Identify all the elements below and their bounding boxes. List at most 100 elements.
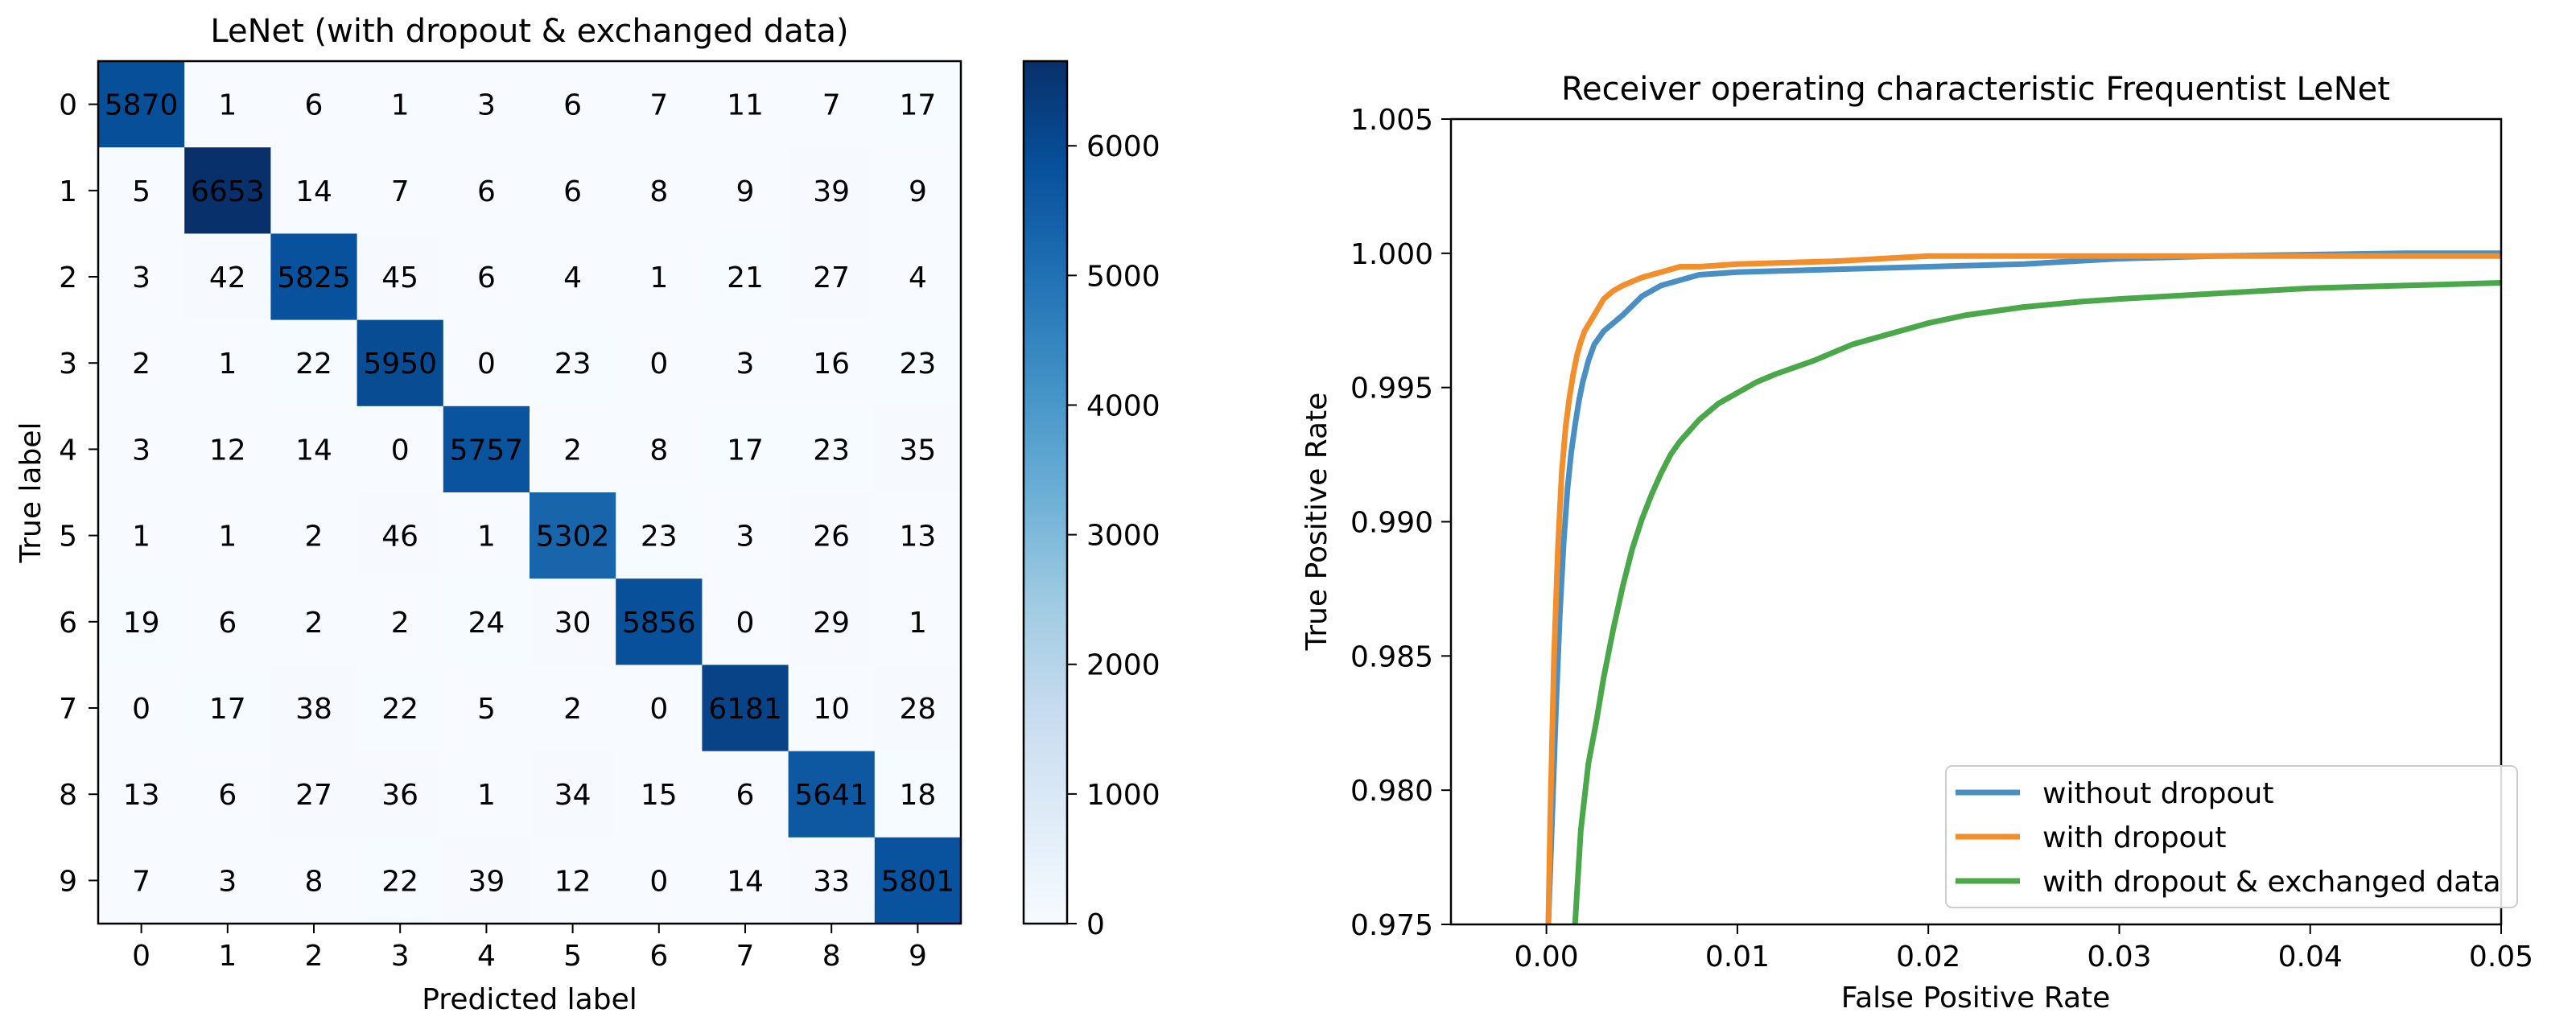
confusion-matrix-values: 5870 1 6 1 3 6 7 11 7 175 6653 14 7 6 6 8 9 39 93 42 5825 45 6… xyxy=(105,89,954,899)
cm-y-tick-label: 5 xyxy=(59,521,77,554)
cm-cell xyxy=(788,405,876,493)
cm-cell xyxy=(874,405,962,493)
cm-value-label: 39 xyxy=(468,865,505,898)
cm-value-label: 2 xyxy=(563,434,582,467)
cm-value-label: 1 xyxy=(477,521,496,554)
cm-cell xyxy=(357,405,444,493)
cm-cell xyxy=(184,578,271,665)
legend-box xyxy=(1945,765,2518,908)
cm-cell xyxy=(874,319,962,407)
cm-cell xyxy=(270,405,358,493)
cm-y-tick-label: 2 xyxy=(59,261,77,294)
colorbar-tick-label: 4000 xyxy=(1086,389,1160,422)
cm-cell xyxy=(184,405,271,493)
cm-value-label: 27 xyxy=(813,261,850,294)
cm-value-label: 1 xyxy=(391,89,410,122)
cm-x-tick-label: 2 xyxy=(305,940,324,973)
cm-cell xyxy=(616,492,703,579)
cm-value-label: 36 xyxy=(381,779,418,812)
cm-cell xyxy=(357,837,444,924)
cm-cell xyxy=(184,665,271,752)
roc-y-tick-label: 0.990 xyxy=(1350,507,1433,540)
cm-cell xyxy=(443,61,530,148)
cm-cell xyxy=(530,405,616,493)
colorbar-tick-label: 5000 xyxy=(1086,260,1160,293)
cm-cell xyxy=(270,61,358,148)
cm-cell xyxy=(184,837,271,924)
cm-value-label: 8 xyxy=(649,434,668,467)
cm-value-label: 17 xyxy=(899,89,936,122)
cm-value-label: 17 xyxy=(727,434,764,467)
cm-cell xyxy=(788,492,876,579)
cm-cell xyxy=(788,319,876,407)
cm-value-label: 5856 xyxy=(622,607,696,640)
cm-value-label: 0 xyxy=(736,607,755,640)
cm-value-label: 3 xyxy=(736,348,755,381)
cm-cell xyxy=(530,837,616,924)
cm-value-label: 6 xyxy=(563,89,582,122)
cm-cell xyxy=(98,578,185,665)
cm-value-label: 33 xyxy=(813,865,850,898)
cm-cell xyxy=(702,751,789,838)
cm-value-label: 0 xyxy=(132,693,150,726)
cm-value-label: 5641 xyxy=(794,779,868,812)
cm-cell xyxy=(184,751,271,838)
cm-value-label: 5757 xyxy=(450,434,524,467)
cm-cell xyxy=(98,751,185,838)
cm-value-label: 0 xyxy=(649,865,668,898)
cm-value-label: 4 xyxy=(909,261,927,294)
roc-x-ticks: 0.00 0.01 0.02 0.03 0.04 0.05 xyxy=(1515,924,2533,973)
cm-cell xyxy=(270,147,358,234)
cm-value-label: 23 xyxy=(899,348,936,381)
cm-value-label: 0 xyxy=(649,693,668,726)
cm-cell xyxy=(443,233,530,321)
cm-x-tick-label: 9 xyxy=(909,940,927,973)
cm-x-tick-label: 7 xyxy=(736,940,755,973)
cm-cell xyxy=(702,405,789,493)
cm-x-tick-label: 1 xyxy=(218,940,237,973)
cm-value-label: 42 xyxy=(209,261,246,294)
cm-cell xyxy=(184,61,271,148)
cm-cell xyxy=(530,61,616,148)
cm-value-label: 34 xyxy=(554,779,591,812)
cm-cell xyxy=(443,405,530,493)
cm-cell xyxy=(616,233,703,321)
cm-value-label: 29 xyxy=(813,607,850,640)
cm-value-label: 3 xyxy=(477,89,496,122)
cm-cell xyxy=(702,578,789,665)
cm-cell xyxy=(443,147,530,234)
colorbar-tick-label: 3000 xyxy=(1086,520,1160,553)
cm-value-label: 6653 xyxy=(191,175,265,208)
cm-value-label: 2 xyxy=(305,607,324,640)
legend-entry-with-dropout: with dropout xyxy=(1956,821,2227,854)
cm-x-tick-label: 5 xyxy=(563,940,582,973)
cm-cell xyxy=(616,837,703,924)
colorbar-ticks: 0 1000 2000 3000 4000 5000 6000 xyxy=(1067,130,1160,941)
cm-cell xyxy=(874,147,962,234)
colorbar-tick-label: 1000 xyxy=(1086,779,1160,812)
cm-cell xyxy=(270,492,358,579)
cm-value-label: 0 xyxy=(391,434,410,467)
roc-x-tick-label: 0.01 xyxy=(1705,941,1770,973)
cm-cell xyxy=(443,578,530,665)
cm-cell xyxy=(357,578,444,665)
cm-cell xyxy=(702,492,789,579)
cm-cell xyxy=(443,665,530,752)
cm-value-label: 1 xyxy=(218,348,237,381)
roc-x-tick-label: 0.03 xyxy=(2087,941,2151,973)
roc-series-line xyxy=(1572,280,2501,924)
cm-x-tick-label: 8 xyxy=(822,940,841,973)
cm-cell xyxy=(270,578,358,665)
roc-chart: Receiver operating characteristic Freque… xyxy=(1300,71,2533,1015)
roc-x-tick-label: 0.05 xyxy=(2469,941,2533,973)
cm-value-label: 0 xyxy=(649,348,668,381)
roc-x-label: False Positive Rate xyxy=(1841,982,2111,1015)
cm-cell xyxy=(874,837,962,924)
cm-value-label: 22 xyxy=(295,348,332,381)
cm-value-label: 3 xyxy=(218,865,237,898)
cm-cell xyxy=(788,147,876,234)
cm-value-label: 10 xyxy=(813,693,850,726)
cm-value-label: 6 xyxy=(477,261,496,294)
roc-y-tick-label: 1.005 xyxy=(1350,104,1433,137)
cm-x-tick-label: 0 xyxy=(132,940,150,973)
